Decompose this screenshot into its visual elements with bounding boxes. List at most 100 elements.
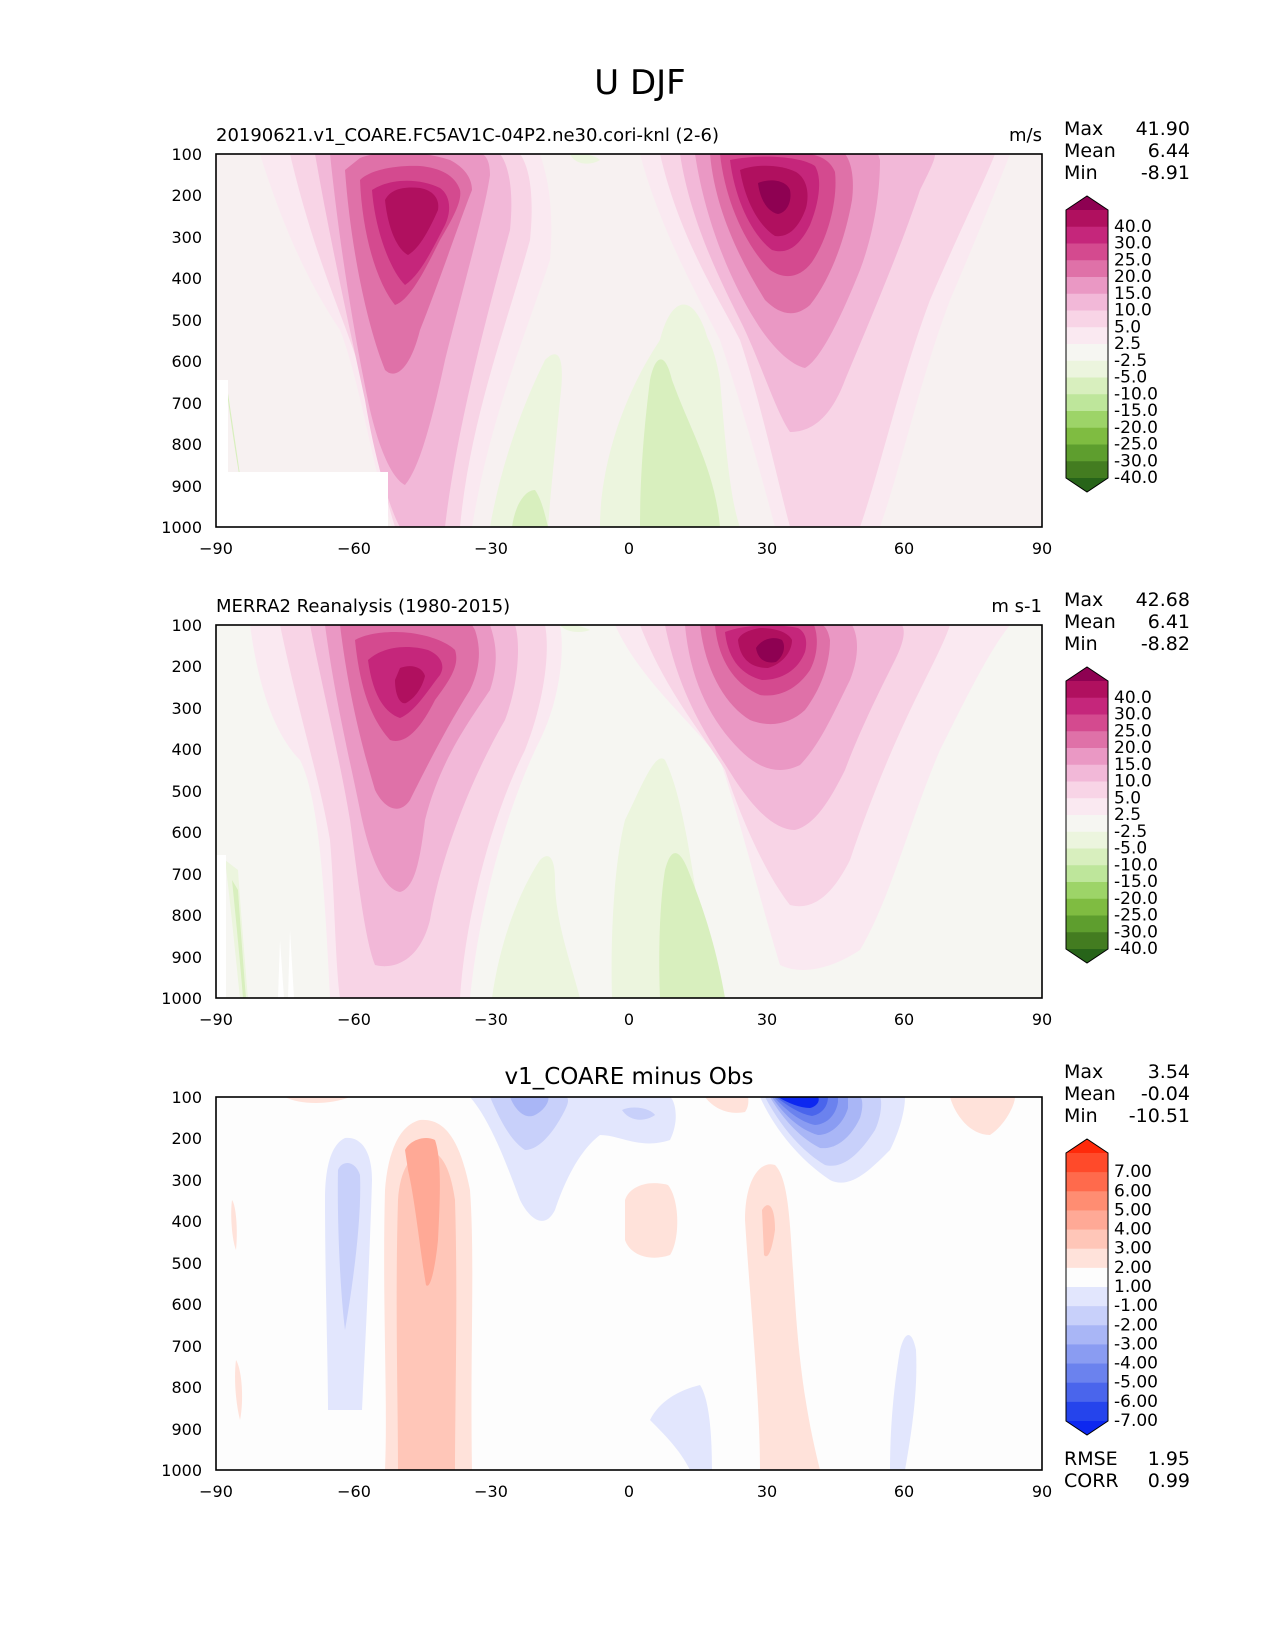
colorbar-swatch [1066, 764, 1108, 782]
colorbar-swatch [1066, 932, 1108, 950]
colorbar-tick-label: -30.0 [1114, 451, 1158, 471]
stats-box: Max 3.54 Mean -0.04 Min -10.51 [1064, 1061, 1190, 1127]
colorbar-swatch [1066, 210, 1108, 228]
colorbar-swatch [1066, 1172, 1108, 1192]
stat-value: 0.99 [1148, 1470, 1190, 1492]
colorbar-tick-label: 20.0 [1114, 738, 1152, 758]
x-tick-label: −90 [199, 539, 233, 558]
colorbar-tick-label: -3.00 [1114, 1334, 1158, 1354]
colorbar-swatch [1066, 344, 1108, 362]
y-tick-label: 100 [171, 1088, 202, 1107]
stat-label: Mean [1064, 1083, 1116, 1105]
stat-label: Mean [1064, 140, 1116, 162]
colorbar-tick-label: 1.00 [1114, 1277, 1152, 1297]
colorbar-swatch [1066, 461, 1108, 479]
colorbar-tick-label: 7.00 [1114, 1162, 1152, 1182]
stats-box: Max 41.90 Mean 6.44 Min -8.91 [1064, 118, 1190, 184]
colorbar-swatch [1066, 394, 1108, 412]
x-tick-label: −90 [199, 1482, 233, 1501]
y-tick-label: 400 [171, 740, 202, 759]
colorbar-swatch [1066, 681, 1108, 699]
panel-title: 20190621.v1_COARE.FC5AV1C-04P2.ne30.cori… [216, 125, 719, 146]
x-tick-label: 30 [757, 1010, 777, 1029]
y-tick-label: 800 [171, 1378, 202, 1397]
colorbar-swatch [1066, 731, 1108, 749]
x-tick-label: 0 [624, 1010, 634, 1029]
colorbar-tick-label: -10.0 [1114, 384, 1158, 404]
colorbar-swatch [1066, 1363, 1108, 1384]
colorbar-extend-min [1066, 949, 1108, 963]
colorbar-tick-label: 6.00 [1114, 1181, 1152, 1201]
stat-value: -8.82 [1141, 633, 1190, 655]
colorbar-swatch [1066, 848, 1108, 866]
y-tick-label: 500 [171, 1254, 202, 1273]
x-tick-label: −30 [474, 1010, 508, 1029]
y-tick-label: 1000 [161, 989, 202, 1008]
panel-test: 20190621.v1_COARE.FC5AV1C-04P2.ne30.cori… [161, 118, 1190, 558]
contour-field [216, 1097, 1042, 1470]
x-tick-label: −30 [474, 1482, 508, 1501]
colorbar-outline [1065, 195, 1109, 493]
x-tick-label: 60 [894, 1482, 914, 1501]
stat-label: Min [1064, 1105, 1098, 1127]
colorbar-tick-label: -2.5 [1114, 822, 1147, 842]
colorbar-swatch [1066, 444, 1108, 462]
x-tick-label: −90 [199, 1010, 233, 1029]
colorbar-swatch [1066, 310, 1108, 328]
stat-value: 3.54 [1148, 1061, 1190, 1083]
colorbar-tick-label: 30.0 [1114, 705, 1152, 725]
colorbar-tick-label: 20.0 [1114, 267, 1152, 287]
colorbar-tick-label: 4.00 [1114, 1220, 1152, 1240]
x-tick-label: 0 [624, 539, 634, 558]
colorbar-swatch [1066, 781, 1108, 799]
stat-label: Min [1064, 633, 1098, 655]
stat-value: 42.68 [1136, 589, 1190, 611]
colorbar-swatch [1066, 798, 1108, 816]
y-tick-label: 300 [171, 699, 202, 718]
figure-title: U DJF [594, 63, 685, 103]
colorbar-swatch [1066, 260, 1108, 278]
colorbar-tick-label: -5.00 [1114, 1373, 1158, 1393]
x-axis: −90 −60 −30 0 30 60 90 [199, 539, 1052, 558]
colorbar-swatch [1066, 1191, 1108, 1211]
y-tick-label: 300 [171, 228, 202, 247]
colorbar-tick-label: 3.00 [1114, 1239, 1152, 1259]
colorbar-swatch [1066, 1287, 1108, 1307]
y-tick-label: 500 [171, 782, 202, 801]
x-axis: −90 −60 −30 0 30 60 90 [199, 1482, 1052, 1501]
colorbar-swatch [1066, 1306, 1108, 1326]
colorbar: 7.006.005.004.003.002.001.00-1.00-2.00-3… [1065, 1138, 1158, 1436]
colorbar-tick-label: -40.0 [1114, 468, 1158, 488]
colorbar-tick-label: -6.00 [1114, 1392, 1158, 1412]
colorbar-tick-label: 10.0 [1114, 301, 1152, 321]
stat-label: Max [1064, 589, 1103, 611]
colorbar-tick-label: -20.0 [1114, 418, 1158, 438]
colorbar-extend-max [1066, 196, 1108, 210]
colorbar-swatch [1066, 815, 1108, 833]
colorbar-swatch [1066, 360, 1108, 378]
colorbar-tick-label: -2.5 [1114, 351, 1147, 371]
colorbar-tick-label: 2.5 [1114, 805, 1141, 825]
x-tick-label: −60 [337, 1010, 371, 1029]
x-tick-label: 30 [757, 1482, 777, 1501]
colorbar-swatch [1066, 865, 1108, 883]
colorbar-tick-label: -25.0 [1114, 906, 1158, 926]
colorbar-swatch [1066, 915, 1108, 933]
colorbar-tick-label: 10.0 [1114, 772, 1152, 792]
y-tick-label: 700 [171, 394, 202, 413]
colorbar-tick-label: -15.0 [1114, 401, 1158, 421]
y-tick-label: 1000 [161, 1461, 202, 1480]
colorbar-tick-label: -10.0 [1114, 855, 1158, 875]
panel-reference: MERRA2 Reanalysis (1980-2015) m s-1 [161, 589, 1190, 1029]
colorbar: 40.030.025.020.015.010.05.02.5-2.5-5.0-1… [1065, 666, 1158, 964]
y-tick-label: 200 [171, 657, 202, 676]
contour-field [216, 625, 1042, 998]
y-tick-label: 600 [171, 352, 202, 371]
colorbar-swatch [1066, 697, 1108, 715]
colorbar-swatch [1066, 1229, 1108, 1250]
colorbar-tick-label: 2.5 [1114, 334, 1141, 354]
colorbar-extend-min [1066, 478, 1108, 492]
colorbar-extend-min [1066, 1421, 1108, 1435]
colorbar: 40.030.025.020.015.010.05.02.5-2.5-5.0-1… [1065, 195, 1158, 493]
x-tick-label: −30 [474, 539, 508, 558]
